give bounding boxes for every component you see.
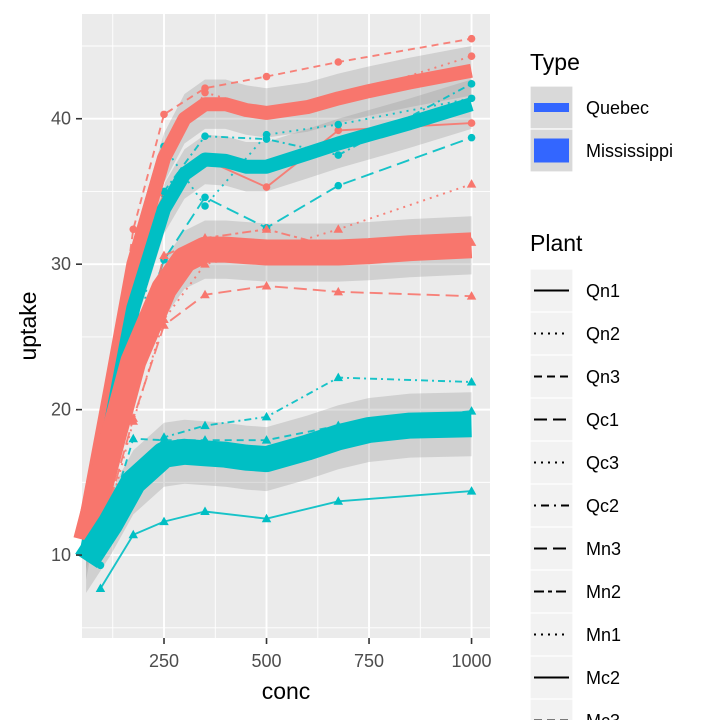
smooth-line-quebec-nonchilled — [79, 63, 473, 520]
data-point-Qn3 — [467, 34, 476, 43]
confidence-band — [86, 79, 472, 580]
data-point-Qc2 — [262, 135, 271, 143]
legend-type-label: Mississippi — [586, 141, 673, 161]
legend-plant-key — [529, 612, 574, 657]
data-point-Qc3 — [201, 202, 209, 210]
y-axis-title: uptake — [15, 291, 41, 360]
smooth-line-mississippi-nonchilled — [73, 232, 473, 544]
data-point-Qn3 — [129, 225, 138, 234]
smooth-line-quebec-chilled — [79, 97, 474, 557]
legend-plant-label: Mn2 — [586, 582, 621, 602]
legend-type-swatch — [534, 138, 569, 163]
data-point-Qn1 — [334, 126, 343, 135]
x-tick-label: 500 — [251, 651, 281, 671]
data-point-Mc2 — [128, 529, 139, 539]
data-point-Qn2 — [467, 52, 476, 60]
data-point-Mn1 — [466, 179, 477, 188]
legend-plant-label: Mc2 — [586, 668, 620, 688]
data-point-Mn3 — [200, 289, 210, 299]
legend-plant-label: Qc2 — [586, 496, 619, 516]
data-point-Qc2 — [334, 151, 343, 159]
axes: 250 500 750 1000 10 20 30 40 — [51, 109, 492, 671]
y-tick-label: 10 — [51, 545, 71, 565]
legend-type-label: Quebec — [586, 98, 649, 118]
data-point-Mc1 — [159, 432, 169, 441]
data-point-Qn3 — [201, 84, 209, 92]
legend-plant-label: Mn3 — [586, 539, 621, 559]
x-tick-label: 250 — [149, 651, 179, 671]
legend-plant-key — [529, 440, 574, 485]
x-axis-title: conc — [262, 678, 311, 704]
data-point-Mn2 — [159, 250, 169, 259]
data-point-Mc2 — [159, 516, 169, 526]
data-point-Mn1 — [128, 416, 139, 425]
legend-plant-label: Qc3 — [586, 453, 619, 473]
data-point-Mc2 — [333, 496, 344, 505]
data-point-Mn1 — [333, 224, 344, 233]
data-point-Mc3 — [261, 435, 272, 444]
legend-plant-label: Qn1 — [586, 281, 620, 301]
data-point-Mc1 — [200, 420, 210, 430]
data-point-Mc1 — [333, 372, 344, 382]
data-point-Mc3 — [128, 433, 139, 443]
confidence-band — [86, 46, 472, 544]
legend-plant-label: Qn3 — [586, 367, 620, 387]
data-point-Mc1 — [466, 377, 477, 386]
legend-plant-label: Qn2 — [586, 324, 620, 344]
legend-plant-label: Mc3 — [586, 711, 620, 720]
legend-type-swatch — [534, 103, 569, 112]
series-Mc2 — [95, 486, 477, 593]
data-point-Qn3 — [160, 110, 168, 119]
x-tick-label: 1000 — [452, 651, 492, 671]
data-point-Qn1 — [467, 119, 476, 127]
data-point-Qc1 — [334, 181, 343, 190]
data-point-Qn3 — [334, 58, 343, 66]
data-point-Qn3 — [262, 72, 271, 81]
legend-plant-key — [529, 311, 574, 356]
data-point-Qc1 — [201, 193, 209, 202]
smooth-lines — [73, 63, 474, 568]
data-point-Qc2 — [201, 132, 209, 140]
data-point-Qn1 — [262, 183, 271, 191]
data-point-Qc2 — [467, 80, 476, 88]
legend-plant-title: Plant — [530, 230, 583, 256]
data-point-Qc3 — [334, 120, 343, 129]
legend: Type Quebec Mississippi Plant Qn1 Qn2 Qn3 Qc1 Qc… — [529, 49, 673, 720]
data-point-Mc2 — [95, 583, 106, 593]
legend-type-title: Type — [530, 49, 580, 75]
legend-plant-label: Qc1 — [586, 410, 619, 430]
data-point-Mn3 — [333, 286, 344, 296]
data-point-Mc2 — [200, 506, 210, 515]
data-point-Qc1 — [467, 133, 476, 142]
smooth-line-mississippi-chilled — [75, 411, 472, 568]
y-tick-label: 30 — [51, 254, 71, 274]
data-point-Mc2 — [466, 486, 477, 495]
x-tick-label: 750 — [354, 651, 384, 671]
data-point-Mc1 — [261, 411, 272, 421]
plant-series — [95, 34, 477, 593]
legend-plant-key — [529, 698, 574, 720]
data-point-Mn2 — [261, 224, 272, 233]
y-tick-label: 20 — [51, 400, 71, 420]
data-point-Mn3 — [261, 281, 272, 290]
data-point-Mc2 — [261, 513, 272, 523]
legend-plant-label: Mn1 — [586, 625, 621, 645]
data-point-Mn3 — [466, 291, 477, 300]
y-tick-label: 40 — [51, 109, 71, 129]
